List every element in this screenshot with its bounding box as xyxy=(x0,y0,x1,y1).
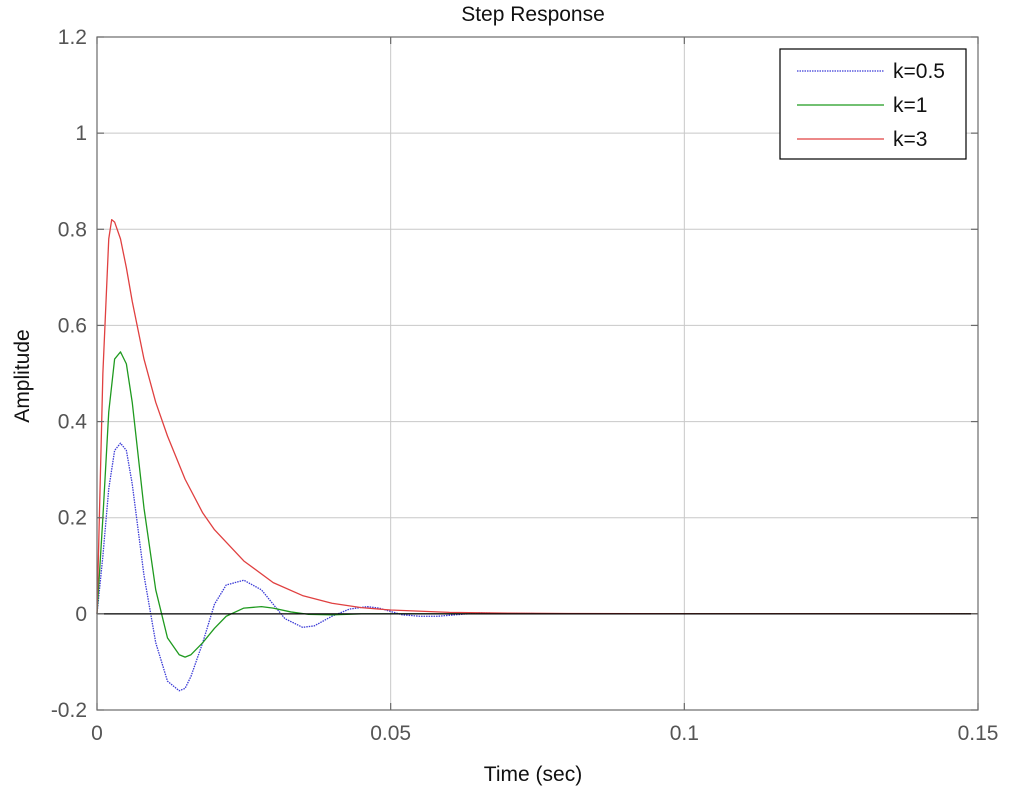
x-tick-labels: 0 0.05 0.1 0.15 xyxy=(91,722,998,745)
y-tick-label-1: 0 xyxy=(75,603,87,626)
series-line-3 xyxy=(96,219,979,615)
y-tick-label-2: 0.2 xyxy=(58,507,87,530)
y-axis-label: Amplitude xyxy=(11,329,34,422)
y-tick-label-5: 0.8 xyxy=(58,218,87,241)
y-tick-label-0: -0.2 xyxy=(51,699,87,722)
y-tick-label-7: 1.2 xyxy=(58,26,87,49)
y-tick-label-6: 1 xyxy=(75,122,87,145)
y-tick-label-3: 0.4 xyxy=(58,411,88,434)
x-tick-label-0: 0 xyxy=(91,722,103,745)
legend-label-2: k=1 xyxy=(893,94,927,117)
axes-box xyxy=(96,36,979,711)
x-tick-label-2: 0.1 xyxy=(670,722,699,745)
x-tick-label-1: 0.05 xyxy=(370,722,411,745)
chart-title: Step Response xyxy=(461,3,605,26)
x-axis-label: Time (sec) xyxy=(484,763,582,786)
series-line-1 xyxy=(96,442,978,692)
legend: k=0.5 k=1 k=3 xyxy=(779,48,967,160)
axes xyxy=(96,36,979,711)
x-tick-label-3: 0.15 xyxy=(958,722,999,745)
y-tick-labels: -0.2 0 0.2 0.4 0.6 0.8 1 1.2 xyxy=(51,26,87,722)
y-tick-label-4: 0.6 xyxy=(58,314,87,337)
legend-label-1: k=0.5 xyxy=(893,60,945,83)
legend-box xyxy=(779,48,967,160)
legend-label-3: k=3 xyxy=(893,128,927,151)
